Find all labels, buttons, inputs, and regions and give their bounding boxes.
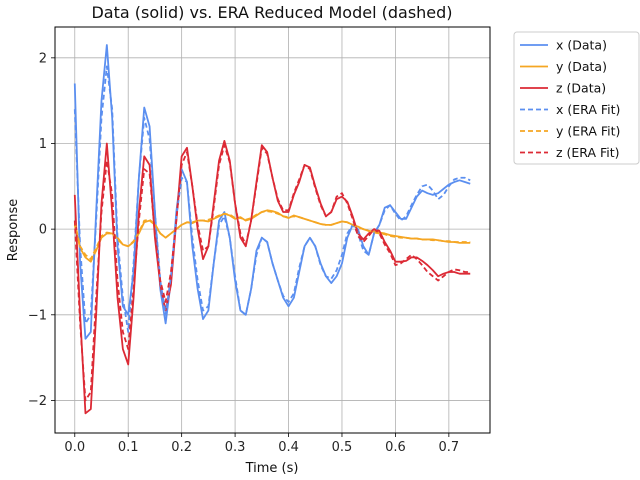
y-tick-label: 0 [39,223,47,238]
y-tick-label: 1 [39,137,47,152]
legend-label: x (Data) [556,38,607,53]
x-tick-label: 0.1 [118,440,139,455]
x-tick-label: 0.6 [385,440,406,455]
chart-title: Data (solid) vs. ERA Reduced Model (dash… [91,3,452,22]
x-tick-label: 0.0 [64,440,85,455]
x-tick-label: 0.5 [332,440,353,455]
x-tick-label: 0.4 [278,440,299,455]
y-axis-label: Response [6,199,21,261]
x-tick-label: 0.7 [439,440,460,455]
legend-label: z (Data) [556,81,606,96]
series-line-x-era-fit [73,65,471,333]
y-tick-label: 2 [39,51,47,66]
legend-label: y (Data) [556,59,607,74]
legend-label: z (ERA Fit) [556,145,620,160]
axis-ticks: 0.0 0.1 0.2 0.3 0.4 0.5 0.6 0.7 −2 −1 0 1 2 [28,51,459,455]
y-tick-label: −1 [28,308,47,323]
legend: x (Data) y (Data) z (Data) x (ERA Fit) y (ER… [513,31,640,165]
series-line-z-era-fit [73,144,471,402]
plot-frame [54,26,491,434]
x-tick-label: 0.3 [225,440,246,455]
x-tick-label: 0.2 [171,440,192,455]
legend-label: x (ERA Fit) [556,102,620,117]
y-tick-label: −2 [28,394,47,409]
x-axis-label: Time (s) [245,461,299,476]
series-line-y-era-fit [73,210,471,261]
legend-label: y (ERA Fit) [556,124,620,139]
plot-area [73,44,471,415]
grid [55,27,490,433]
